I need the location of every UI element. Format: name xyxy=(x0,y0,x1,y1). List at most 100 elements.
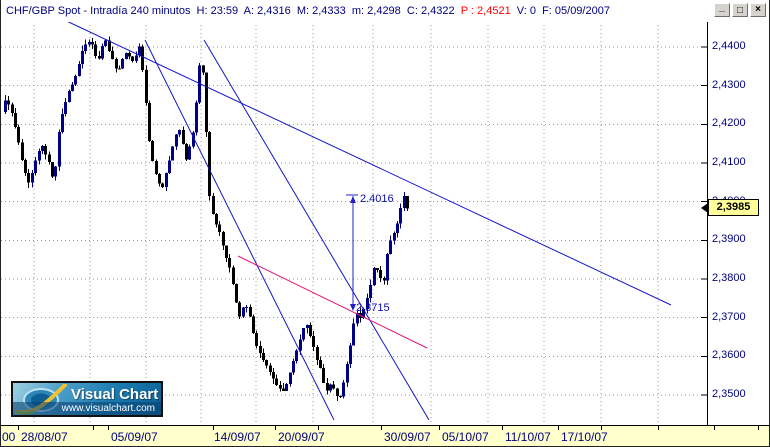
candle-body xyxy=(275,378,278,385)
candle-body xyxy=(185,144,188,160)
candle-body xyxy=(389,240,392,254)
candle-body xyxy=(168,160,171,173)
price-axis-label: 2,3700 xyxy=(712,310,746,323)
price-axis-label: 2,4200 xyxy=(712,117,746,130)
candle-body xyxy=(252,316,255,333)
candle-body xyxy=(175,134,178,147)
date-axis-label: 11/10/07 xyxy=(505,430,551,444)
price-axis-label: 2,4400 xyxy=(712,40,746,52)
candle-body xyxy=(309,325,312,336)
candle-body xyxy=(205,72,208,132)
candle-body xyxy=(312,335,315,347)
close-button[interactable]: × xyxy=(750,3,766,17)
candle-body xyxy=(259,345,262,353)
candle-body xyxy=(141,46,144,71)
measure-arrow-up-icon xyxy=(350,196,356,203)
candle-body xyxy=(14,112,17,127)
candle-body xyxy=(295,350,298,362)
candle-body xyxy=(98,56,101,59)
date-axis-label: 17/10/07 xyxy=(561,430,608,444)
candle-body xyxy=(403,196,406,208)
candle-body xyxy=(342,382,345,397)
price-axis-label: 2,3800 xyxy=(712,271,746,284)
date-axis-label: 00 xyxy=(2,430,16,444)
candle-body xyxy=(406,196,409,209)
fan-line-2[interactable] xyxy=(203,39,430,421)
measure-top-label: 2.4016 xyxy=(360,193,394,205)
support-line-magenta[interactable] xyxy=(237,255,428,349)
candle-body xyxy=(118,68,121,70)
candle-body xyxy=(17,126,20,143)
candle-body xyxy=(11,104,14,113)
price-axis-label: 2,3900 xyxy=(712,233,746,246)
maximize-button[interactable]: □ xyxy=(732,3,748,17)
candle-body xyxy=(369,284,372,298)
candle-body xyxy=(316,346,319,360)
date-axis-label: 14/09/07 xyxy=(214,430,261,444)
last-price-arrow-icon xyxy=(701,203,708,213)
candle-body xyxy=(68,90,71,102)
candle-body xyxy=(165,172,168,188)
candle-body xyxy=(61,113,64,132)
candle-body xyxy=(7,100,10,105)
candle-body xyxy=(148,102,151,142)
candle-body xyxy=(352,323,355,346)
candle-body xyxy=(356,312,359,324)
candle-body xyxy=(386,253,389,281)
candle-body xyxy=(255,332,258,346)
candle-body xyxy=(245,307,248,309)
candle-body xyxy=(128,53,131,57)
candle-body xyxy=(393,232,396,241)
date-axis-label: 30/09/07 xyxy=(384,430,431,444)
candle-body xyxy=(182,129,185,145)
candle-body xyxy=(269,365,272,372)
measure-bottom-label: 2.3715 xyxy=(356,302,390,314)
candle-body xyxy=(322,368,325,384)
candle-body xyxy=(272,371,275,379)
date-axis-label: 05/09/07 xyxy=(111,430,158,444)
candle-body xyxy=(332,384,335,389)
candle-body xyxy=(319,359,322,369)
candle-body xyxy=(192,132,195,147)
candle-body xyxy=(208,131,211,197)
candle-body xyxy=(336,388,339,396)
candle-body xyxy=(195,102,198,133)
candle-body xyxy=(302,328,305,340)
candle-body xyxy=(383,278,386,281)
logo-url: www.visualchart.com xyxy=(61,403,155,414)
candle-body xyxy=(51,162,54,177)
candle-body xyxy=(306,325,309,329)
candle-body xyxy=(24,160,27,173)
logo-band: www.visualchart.com xyxy=(13,402,161,415)
price-axis-label: 2,3500 xyxy=(712,387,746,400)
candle-body xyxy=(38,150,41,161)
candle-body xyxy=(158,173,161,184)
candle-body xyxy=(104,40,107,47)
price-axis-label: 2,4100 xyxy=(712,155,746,168)
price-axis-label: 2,4300 xyxy=(712,78,746,91)
candle-body xyxy=(232,267,235,285)
visual-chart-logo[interactable]: Visual Chart www.visualchart.com xyxy=(11,381,163,417)
title-segment: V: 0 F: 05/09/2007 xyxy=(510,5,610,17)
candle-body xyxy=(21,142,24,161)
candle-body xyxy=(125,53,128,59)
candle-body xyxy=(285,383,288,391)
long-resistance-line[interactable] xyxy=(57,16,672,306)
candle-body xyxy=(396,223,399,233)
fan-line-1[interactable] xyxy=(144,39,335,421)
candle-body xyxy=(88,42,91,45)
candle-body xyxy=(54,166,57,177)
candle-body xyxy=(44,145,47,155)
candle-body xyxy=(58,131,61,167)
candle-body xyxy=(74,75,77,85)
measure-arrow-down-icon xyxy=(350,304,356,311)
candle-body xyxy=(265,360,268,366)
candle-body xyxy=(366,297,369,309)
date-axis-label: 20/09/07 xyxy=(278,430,325,444)
candle-body xyxy=(155,161,158,174)
candle-body xyxy=(379,270,382,279)
minimize-button[interactable]: _ xyxy=(714,3,730,17)
price-axis-label: 2,3600 xyxy=(712,349,746,362)
